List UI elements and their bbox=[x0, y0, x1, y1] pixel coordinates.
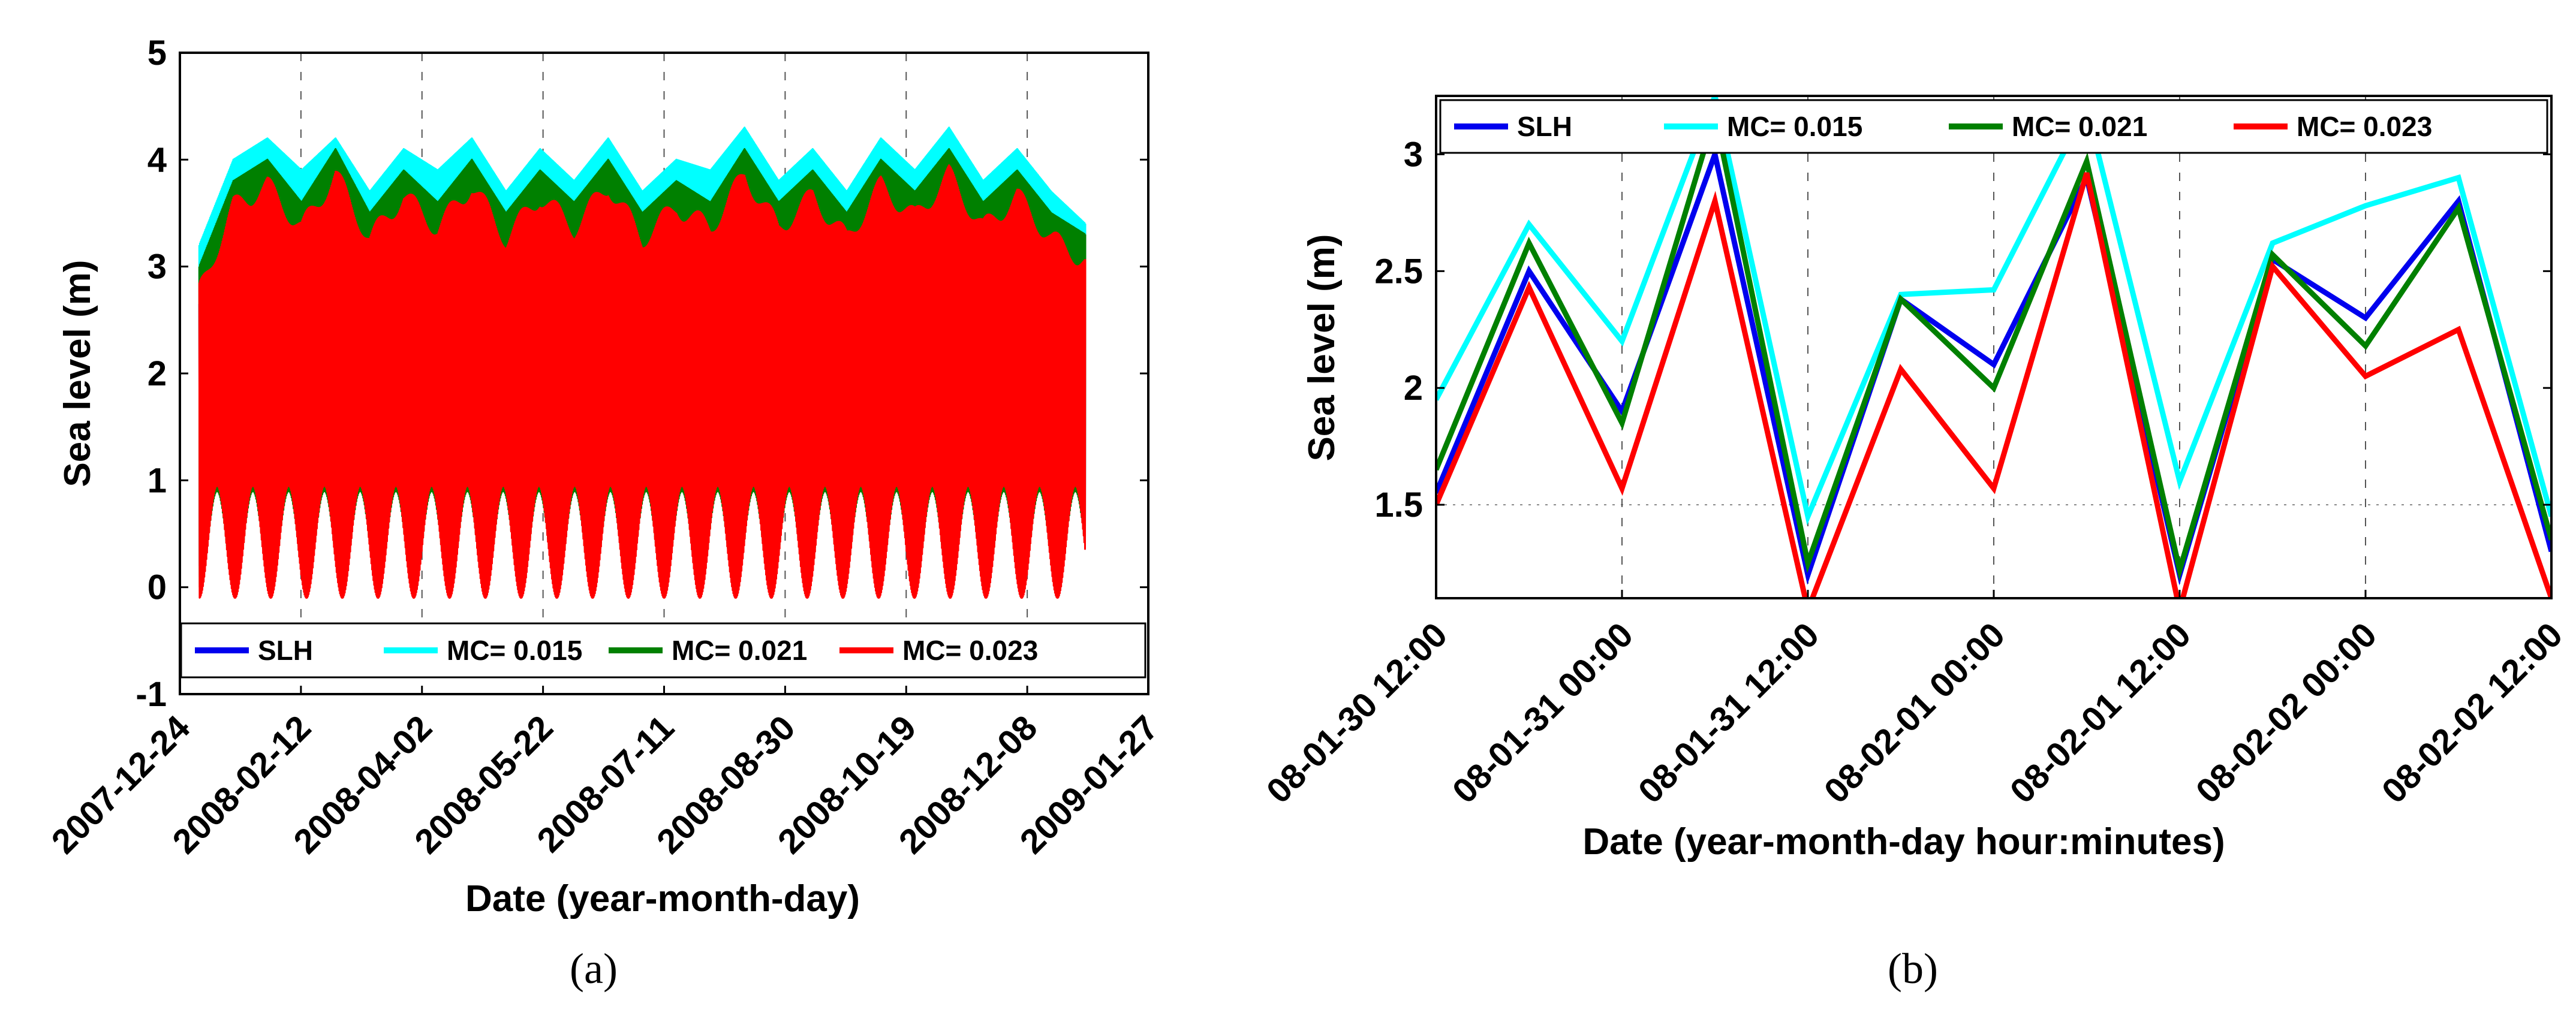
chart-b-legend: SLH MC= 0.015 MC= 0.021 MC= 0.023 bbox=[1439, 99, 2548, 154]
chart-a-panel-label: (a) bbox=[570, 945, 618, 993]
chart-a-x-axis-label: Date (year-month-day) bbox=[465, 878, 860, 919]
chart-a-y-tick-label: 0 bbox=[148, 568, 167, 607]
chart-b-x-axis-label: Date (year-month-day hour:minutes) bbox=[1582, 821, 2225, 863]
chart-b-y-axis: 1.5 2 2.5 3 bbox=[1374, 135, 2551, 524]
chart-a-y-tick-label: 4 bbox=[148, 140, 167, 179]
chart-b-y-tick-label: 2.5 bbox=[1374, 252, 1423, 291]
chart-a-series-group bbox=[198, 126, 1087, 599]
chart-b-panel-label: (b) bbox=[1888, 945, 1938, 993]
chart-b-legend-entry: MC= 0.021 bbox=[2012, 111, 2147, 142]
chart-b-y-tick-label: 2 bbox=[1404, 369, 1423, 408]
chart-b-series-line-mc-0-015 bbox=[1436, 96, 2551, 526]
chart-b-y-axis-label: Sea level (m) bbox=[1301, 234, 1343, 461]
chart-b-legend-entry: MC= 0.015 bbox=[1727, 111, 1862, 142]
chart-a-y-tick-label: 3 bbox=[148, 248, 167, 287]
chart-b-series-line-mc-0-021 bbox=[1436, 113, 2551, 581]
chart-a-y-tick-label: 5 bbox=[148, 34, 167, 73]
chart-b-series-line-mc-0-023 bbox=[1436, 172, 2551, 598]
chart-a-series-line-mc-0-023 bbox=[198, 164, 1087, 599]
chart-a-legend-entry: MC= 0.015 bbox=[447, 635, 582, 666]
chart-a-y-tick-label: 2 bbox=[148, 354, 167, 393]
chart-b-legend-entry: MC= 0.023 bbox=[2297, 111, 2432, 142]
chart-a-legend-entry: MC= 0.021 bbox=[672, 635, 807, 666]
chart-a-y-tick-label: 1 bbox=[148, 461, 167, 500]
chart-b-y-tick-label: 3 bbox=[1404, 135, 1423, 174]
chart-a-legend-entry: MC= 0.023 bbox=[902, 635, 1038, 666]
chart-b-series-line-slh bbox=[1436, 144, 2551, 586]
chart-b-series-group bbox=[1436, 96, 2551, 598]
chart-a-legend: SLH MC= 0.015 MC= 0.021 MC= 0.023 bbox=[180, 622, 1146, 679]
chart-b-legend-entry: SLH bbox=[1517, 111, 1572, 142]
chart-b-y-tick-label: 1.5 bbox=[1374, 486, 1423, 524]
chart-a-y-tick-label: -1 bbox=[136, 675, 167, 714]
chart-a-legend-box bbox=[180, 622, 1146, 679]
chart-a-y-axis-label: Sea level (m) bbox=[57, 260, 98, 487]
chart-a-legend-entry: SLH bbox=[258, 635, 313, 666]
chart-a-y-axis: -1 0 1 2 3 4 5 bbox=[136, 34, 1148, 714]
